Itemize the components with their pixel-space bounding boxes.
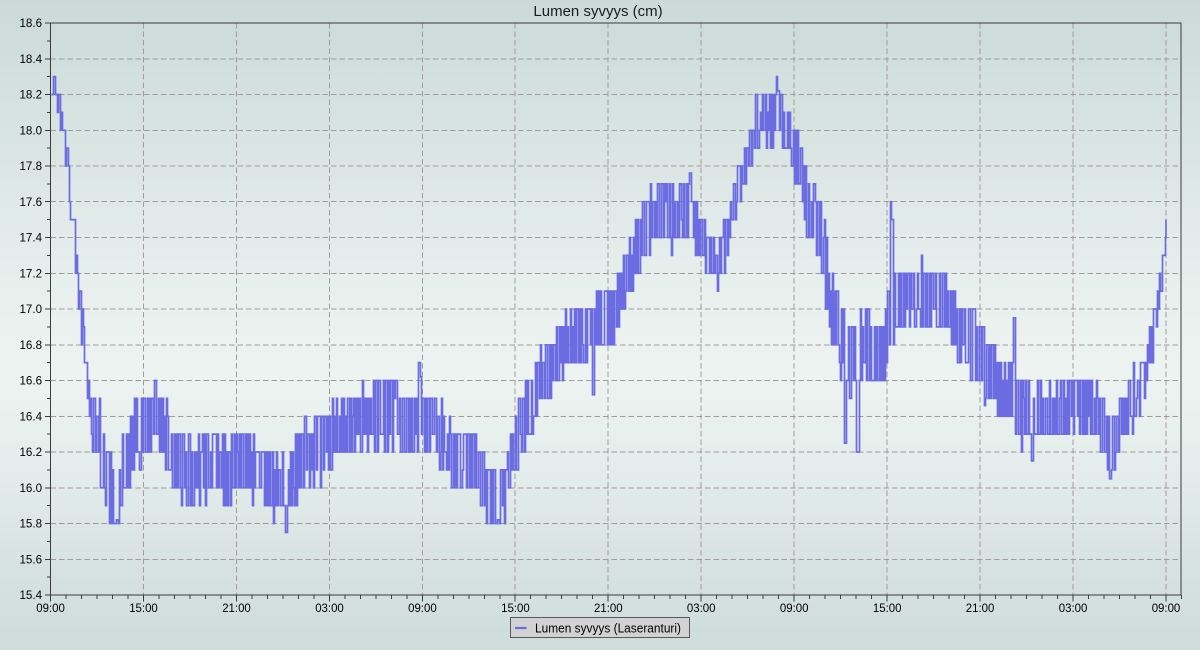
svg-text:17.2: 17.2 [20, 267, 43, 281]
svg-text:18.0: 18.0 [20, 124, 43, 138]
svg-text:16.4: 16.4 [20, 410, 43, 424]
svg-text:09:00: 09:00 [408, 601, 437, 615]
svg-text:15:00: 15:00 [129, 601, 158, 615]
svg-text:15:00: 15:00 [873, 601, 902, 615]
svg-text:18.2: 18.2 [20, 88, 43, 102]
svg-text:21:00: 21:00 [222, 601, 251, 615]
svg-text:15.6: 15.6 [20, 553, 43, 567]
svg-text:16.2: 16.2 [20, 445, 43, 459]
svg-text:17.8: 17.8 [20, 159, 43, 173]
svg-text:16.0: 16.0 [20, 481, 43, 495]
svg-text:18.6: 18.6 [20, 16, 43, 30]
svg-text:09:00: 09:00 [780, 601, 809, 615]
svg-text:18.4: 18.4 [20, 52, 43, 66]
svg-text:15:00: 15:00 [501, 601, 530, 615]
svg-text:15.8: 15.8 [20, 517, 43, 531]
svg-text:15.4: 15.4 [20, 588, 43, 602]
svg-text:Lumen syvyys (Laseranturi): Lumen syvyys (Laseranturi) [535, 621, 681, 636]
svg-text:21:00: 21:00 [966, 601, 995, 615]
svg-text:17.4: 17.4 [20, 231, 43, 245]
svg-text:17.6: 17.6 [20, 195, 43, 209]
svg-text:09:00: 09:00 [1152, 601, 1181, 615]
svg-text:16.6: 16.6 [20, 374, 43, 388]
svg-text:Lumen syvyys (cm): Lumen syvyys (cm) [533, 3, 662, 20]
svg-text:21:00: 21:00 [594, 601, 623, 615]
svg-text:03:00: 03:00 [687, 601, 716, 615]
svg-text:03:00: 03:00 [315, 601, 344, 615]
svg-text:17.0: 17.0 [20, 302, 43, 316]
svg-text:03:00: 03:00 [1059, 601, 1088, 615]
svg-text:09:00: 09:00 [36, 601, 65, 615]
svg-text:16.8: 16.8 [20, 338, 43, 352]
